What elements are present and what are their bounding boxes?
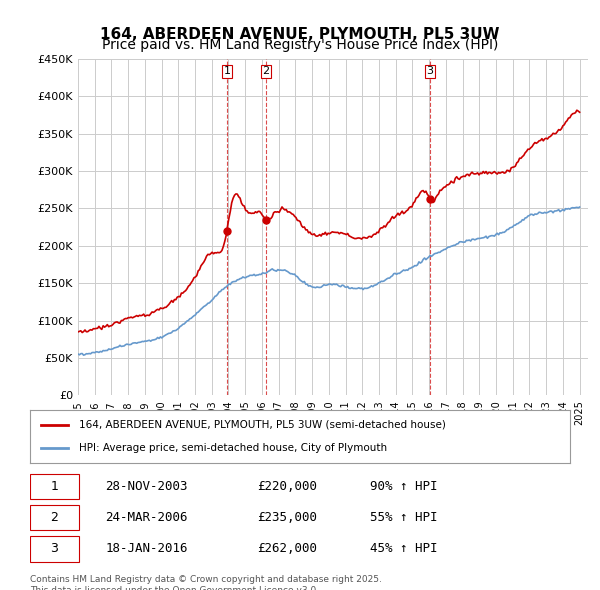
Text: 90% ↑ HPI: 90% ↑ HPI bbox=[370, 480, 438, 493]
Text: 55% ↑ HPI: 55% ↑ HPI bbox=[370, 511, 438, 525]
FancyBboxPatch shape bbox=[30, 505, 79, 530]
Text: Contains HM Land Registry data © Crown copyright and database right 2025.
This d: Contains HM Land Registry data © Crown c… bbox=[30, 575, 382, 590]
Text: 28-NOV-2003: 28-NOV-2003 bbox=[106, 480, 188, 493]
FancyBboxPatch shape bbox=[30, 474, 79, 499]
Text: 3: 3 bbox=[50, 542, 58, 555]
Text: 2: 2 bbox=[50, 511, 58, 525]
Text: £220,000: £220,000 bbox=[257, 480, 317, 493]
Text: 45% ↑ HPI: 45% ↑ HPI bbox=[370, 542, 438, 555]
Text: 3: 3 bbox=[427, 67, 433, 77]
Text: 1: 1 bbox=[223, 67, 230, 77]
Text: £235,000: £235,000 bbox=[257, 511, 317, 525]
FancyBboxPatch shape bbox=[30, 536, 79, 562]
Text: 2: 2 bbox=[262, 67, 269, 77]
Text: 1: 1 bbox=[50, 480, 58, 493]
Text: 24-MAR-2006: 24-MAR-2006 bbox=[106, 511, 188, 525]
Text: 164, ABERDEEN AVENUE, PLYMOUTH, PL5 3UW (semi-detached house): 164, ABERDEEN AVENUE, PLYMOUTH, PL5 3UW … bbox=[79, 420, 445, 430]
Text: 18-JAN-2016: 18-JAN-2016 bbox=[106, 542, 188, 555]
Text: Price paid vs. HM Land Registry's House Price Index (HPI): Price paid vs. HM Land Registry's House … bbox=[102, 38, 498, 53]
Text: 164, ABERDEEN AVENUE, PLYMOUTH, PL5 3UW: 164, ABERDEEN AVENUE, PLYMOUTH, PL5 3UW bbox=[100, 27, 500, 41]
Text: £262,000: £262,000 bbox=[257, 542, 317, 555]
Text: HPI: Average price, semi-detached house, City of Plymouth: HPI: Average price, semi-detached house,… bbox=[79, 443, 387, 453]
